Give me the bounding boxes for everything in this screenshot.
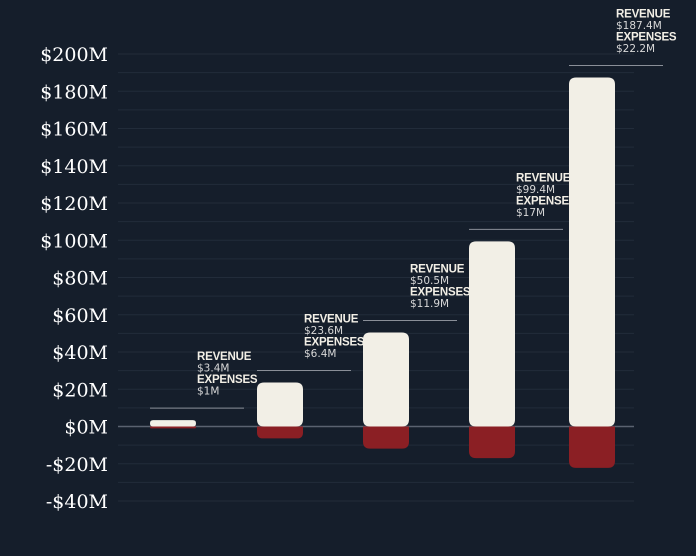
expenses-bar (363, 426, 409, 449)
revenue-bar (150, 420, 196, 427)
y-tick-label: $180M (40, 81, 108, 103)
revenue-bar (469, 241, 515, 427)
revenue-bar (569, 77, 615, 427)
annotation-revenue-label: REVENUE (304, 314, 359, 326)
annotation-expenses-label: EXPENSES (197, 374, 258, 386)
annotation-expenses-label: EXPENSES (516, 195, 577, 207)
y-tick-label: $200M (40, 44, 108, 66)
annotation-expenses-value: $11.9M (410, 298, 449, 310)
annotation-revenue-value: $23.6M (304, 325, 343, 337)
y-tick-label: $120M (40, 193, 108, 215)
y-tick-label: $60M (52, 305, 108, 327)
y-tick-label: $140M (40, 156, 108, 178)
expenses-bar (257, 426, 303, 439)
annotation-expenses-value: $17M (516, 207, 545, 219)
y-tick-label: -$20M (46, 454, 108, 476)
annotation-expenses-value: $1M (197, 386, 219, 398)
annotation-expenses-label: EXPENSES (304, 337, 365, 349)
annotation-expenses-label: EXPENSES (410, 286, 471, 298)
annotation-revenue-label: REVENUE (410, 263, 465, 275)
annotation-expenses-value: $6.4M (304, 348, 336, 360)
y-tick-label: $100M (40, 230, 108, 252)
annotation-revenue-label: REVENUE (616, 8, 671, 20)
y-tick-label: $160M (40, 119, 108, 141)
annotation-revenue-value: $99.4M (516, 184, 555, 196)
y-tick-label: -$40M (46, 491, 108, 513)
annotation-revenue-value: $50.5M (410, 275, 449, 287)
annotation-revenue-label: REVENUE (197, 351, 252, 363)
y-tick-label: $0M (64, 417, 108, 439)
revenue-bar (257, 382, 303, 427)
y-tick-label: $40M (52, 342, 108, 364)
revenue-bar (363, 332, 409, 427)
expenses-bar (150, 426, 196, 429)
annotation-revenue-label: REVENUE (516, 172, 571, 184)
annotation-expenses-label: EXPENSES (616, 31, 677, 43)
y-tick-label: $80M (52, 268, 108, 290)
annotation-revenue-value: $3.4M (197, 363, 229, 375)
annotation-revenue-value: $187.4M (616, 20, 662, 32)
annotation-expenses-value: $22.2M (616, 43, 655, 55)
expenses-bar (569, 426, 615, 468)
expenses-bar (469, 426, 515, 459)
y-tick-label: $20M (52, 379, 108, 401)
